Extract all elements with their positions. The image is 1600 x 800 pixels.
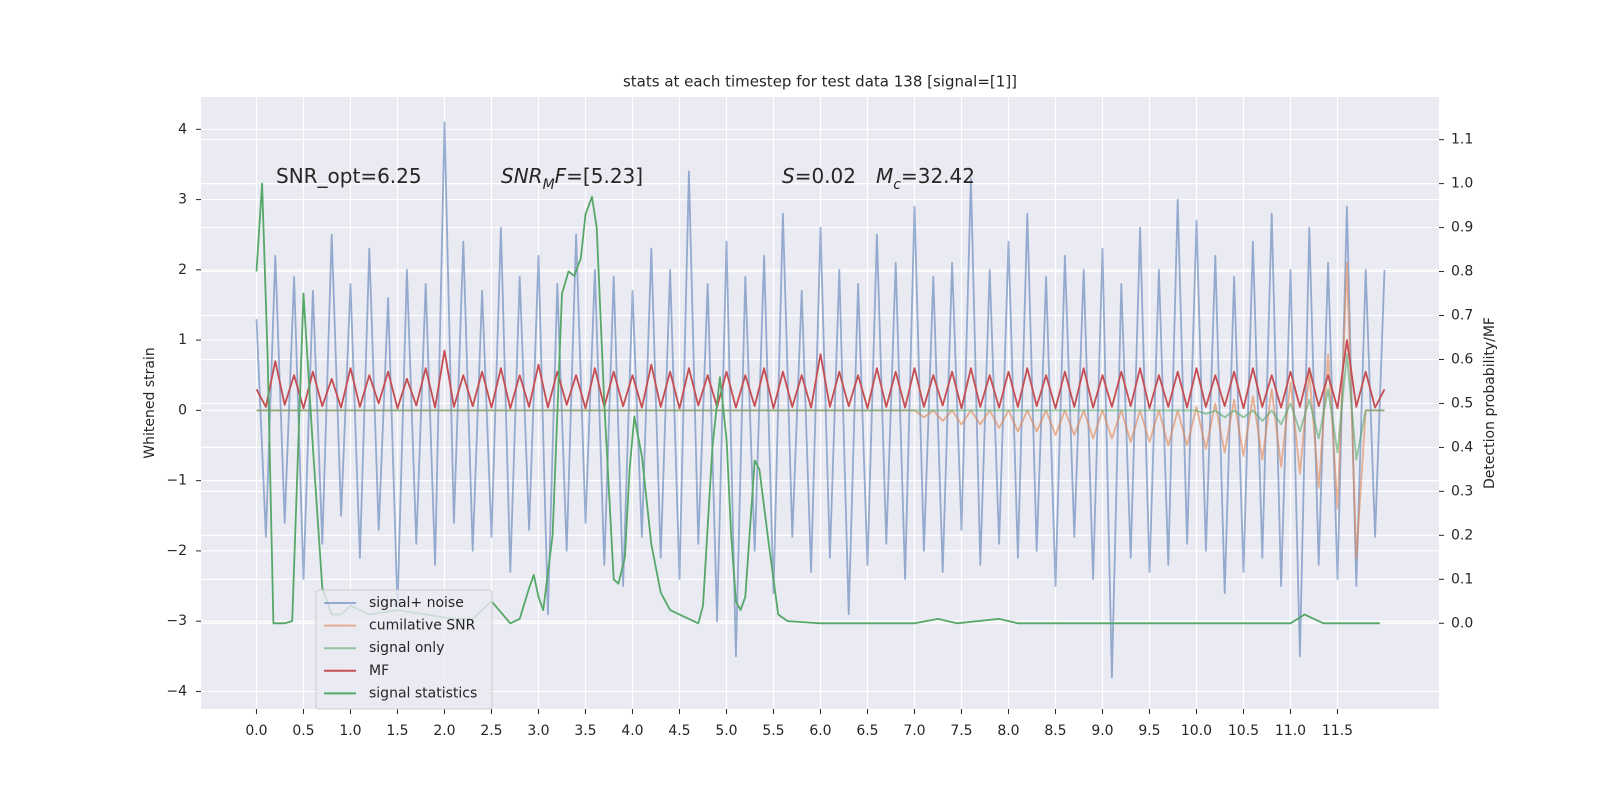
annotation-part: =0.02 xyxy=(795,164,856,188)
legend-label: cumilative SNR xyxy=(369,618,476,634)
annotation-part: S xyxy=(782,164,795,188)
x-tick-label: 0.0 xyxy=(245,723,267,739)
x-tick-label: 5.5 xyxy=(762,723,784,739)
annotation-part: SNR xyxy=(501,164,543,188)
y-axis-label: Whitened strain xyxy=(142,347,158,458)
legend-label: signal+ noise xyxy=(369,595,464,611)
x-tick-label: 8.0 xyxy=(997,723,1019,739)
y2-tick-label: 0.6 xyxy=(1451,351,1473,367)
x-tick-label: 6.5 xyxy=(856,723,878,739)
x-tick-label: 10.5 xyxy=(1228,723,1259,739)
y-tick-label: 3 xyxy=(178,192,187,208)
y-tick-label: −1 xyxy=(166,473,187,489)
x-tick-label: 5.0 xyxy=(715,723,737,739)
y-tick-label: 2 xyxy=(178,262,187,278)
y2-tick-label: 0.9 xyxy=(1451,220,1473,236)
y2-tick-label: 0.3 xyxy=(1451,483,1473,499)
annotation-part: c xyxy=(893,177,901,193)
annotation: S=0.02 xyxy=(782,164,856,188)
annotation-part: M xyxy=(876,164,893,188)
x-tick-label: 6.0 xyxy=(809,723,831,739)
y2-tick-label: 1.0 xyxy=(1451,176,1473,192)
x-tick-label: 4.5 xyxy=(668,723,690,739)
x-tick-label: 2.5 xyxy=(480,723,502,739)
legend: signal+ noise cumilative SNR signal only MF… xyxy=(315,589,493,710)
x-tick-label: 2.0 xyxy=(433,723,455,739)
annotation-part: =32.42 xyxy=(901,164,975,188)
legend-label: signal only xyxy=(369,640,444,656)
y2-axis-label: Detection probability/MF xyxy=(1482,317,1498,489)
annotation: SNRMF=[5.23] xyxy=(501,164,643,194)
x-tick-label: 1.0 xyxy=(339,723,361,739)
annotation-part: =[5.23] xyxy=(566,164,643,188)
annotation-part: SNR_opt=6.25 xyxy=(276,164,422,188)
x-tick-label: 1.5 xyxy=(386,723,408,739)
x-tick-label: 9.0 xyxy=(1091,723,1113,739)
y2-tick-label: 0.8 xyxy=(1451,264,1473,280)
x-tick-label: 3.0 xyxy=(527,723,549,739)
y2-tick-label: 1.1 xyxy=(1451,132,1473,148)
x-tick-label: 4.0 xyxy=(621,723,643,739)
annotation: Mc=32.42 xyxy=(876,164,975,194)
legend-label: MF xyxy=(369,663,389,679)
y-tick-label: 1 xyxy=(178,332,187,348)
annotation: SNR_opt=6.25 xyxy=(276,164,422,188)
y2-tick-label: 0.7 xyxy=(1451,308,1473,324)
x-tick-label: 7.0 xyxy=(903,723,925,739)
legend-box xyxy=(315,589,493,710)
y2-tick-label: 0.0 xyxy=(1451,615,1473,631)
x-tick-label: 9.5 xyxy=(1138,723,1160,739)
x-tick-label: 11.5 xyxy=(1322,723,1353,739)
series-line xyxy=(255,121,1386,679)
y-tick-label: −4 xyxy=(166,683,187,699)
series-line xyxy=(256,353,1385,461)
y-tick-label: 0 xyxy=(178,402,187,418)
annotation-part: F xyxy=(555,164,567,188)
x-tick-label: 8.5 xyxy=(1044,723,1066,739)
x-tick-label: 0.5 xyxy=(292,723,314,739)
y2-tick-label: 0.4 xyxy=(1451,439,1473,455)
x-tick-label: 7.5 xyxy=(950,723,972,739)
y2-tick-label: 0.5 xyxy=(1451,395,1473,411)
y2-tick-label: 0.1 xyxy=(1451,571,1473,587)
y-tick-label: −2 xyxy=(166,543,187,559)
annotation-part: M xyxy=(543,177,555,193)
x-tick-label: 11.0 xyxy=(1275,723,1306,739)
series-line xyxy=(255,339,1386,410)
y2-tick-label: 0.2 xyxy=(1451,527,1473,543)
x-tick-label: 10.0 xyxy=(1181,723,1212,739)
y-tick-label: 4 xyxy=(178,121,187,137)
x-tick-label: 3.5 xyxy=(574,723,596,739)
y-tick-label: −3 xyxy=(166,613,187,629)
legend-label: signal statistics xyxy=(369,685,477,701)
chart-title: stats at each timestep for test data 138… xyxy=(623,73,1017,91)
